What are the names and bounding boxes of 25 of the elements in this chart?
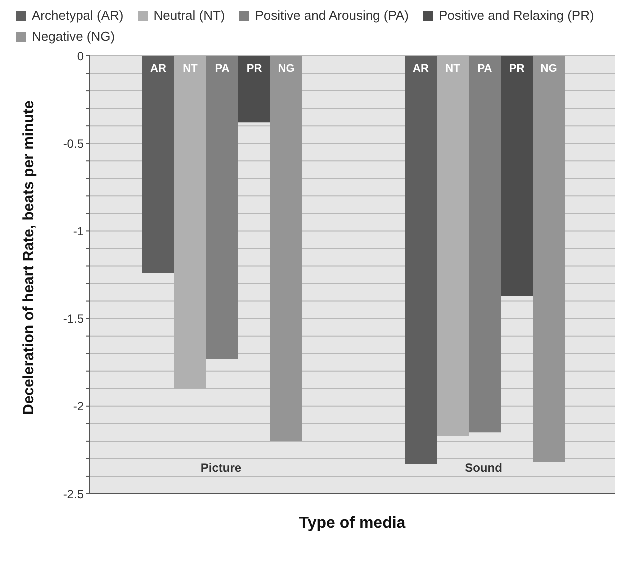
data-label: PR xyxy=(509,63,525,75)
data-label: NG xyxy=(278,63,295,75)
legend-label: Positive and Arousing (PA) xyxy=(255,8,409,23)
data-label: PA xyxy=(215,63,230,75)
legend-label: Negative (NG) xyxy=(32,29,116,44)
data-label: AR xyxy=(413,63,429,75)
y-tick-label: -2.5 xyxy=(63,487,84,502)
data-label: NG xyxy=(540,63,558,75)
y-tick-label: -0.5 xyxy=(63,136,84,151)
y-tick-label: 0 xyxy=(77,49,84,64)
y-axis-title: Deceleration of heart Rate, beats per minute xyxy=(20,100,38,415)
data-label: AR xyxy=(150,63,166,75)
legend-label: Neutral (NT) xyxy=(154,8,226,23)
legend-label: Archetypal (AR) xyxy=(32,8,124,23)
y-tick-label: -1 xyxy=(73,224,84,238)
data-label: NT xyxy=(183,63,198,75)
data-label: PA xyxy=(478,63,492,75)
x-axis-title: Type of media xyxy=(299,515,406,532)
data-label: NT xyxy=(446,63,461,75)
y-tick-label: -2 xyxy=(73,400,84,414)
x-tick-label: Sound xyxy=(465,461,502,475)
y-tick-label: -1.5 xyxy=(63,312,84,326)
x-tick-label: Picture xyxy=(200,461,242,475)
data-label: PR xyxy=(246,63,262,75)
legend-label: Positive and Relaxing (PR) xyxy=(438,8,594,23)
